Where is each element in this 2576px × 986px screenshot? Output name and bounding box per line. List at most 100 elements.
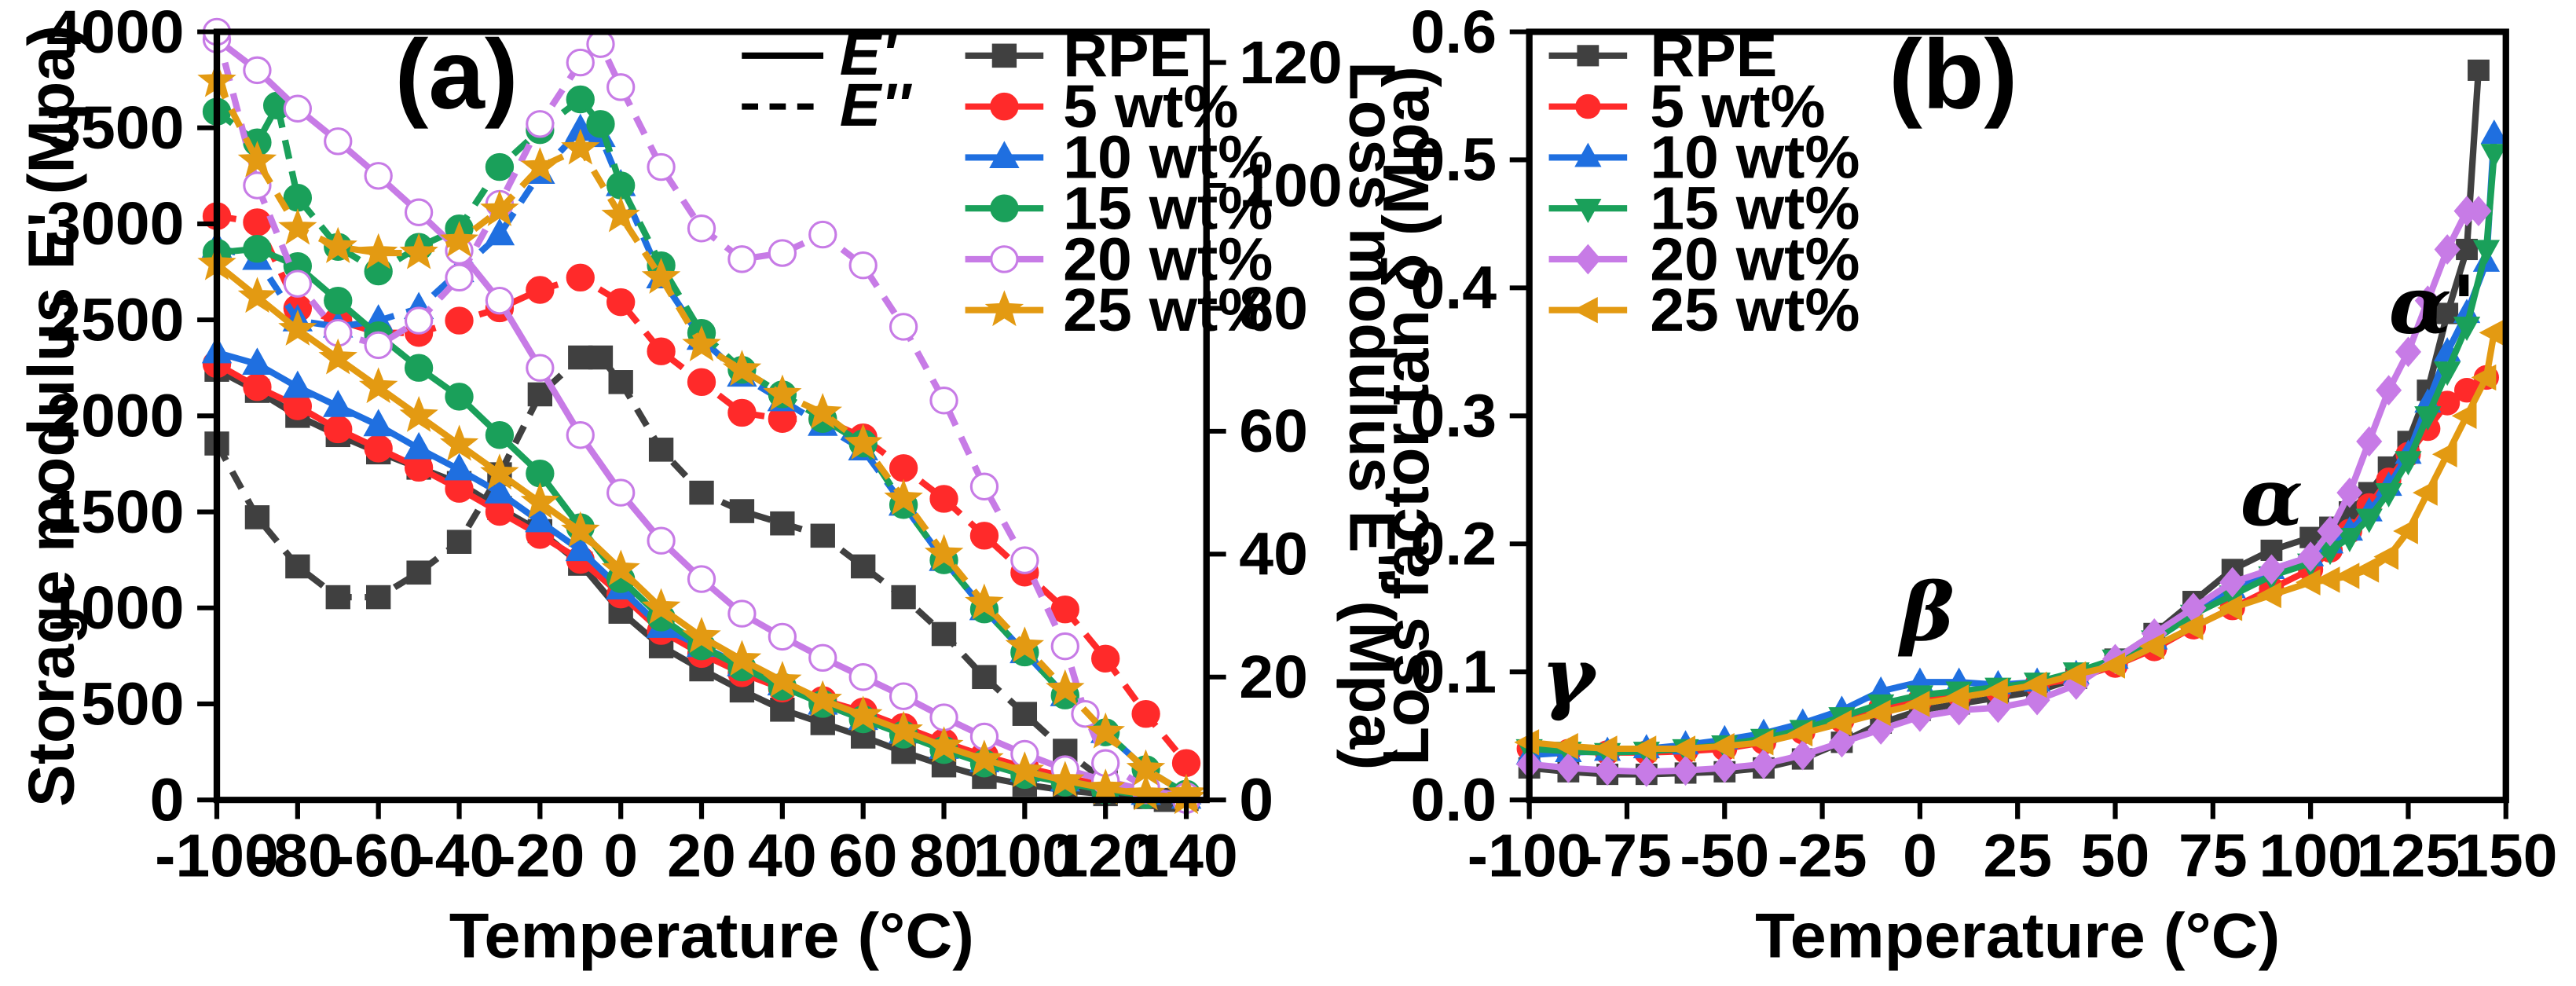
panel-b-point: [1633, 756, 1660, 787]
panel-a-storage-point: [808, 643, 837, 673]
panel-a-loss-point: [682, 325, 721, 361]
panel-a-loss-point: [606, 73, 636, 101]
panel-a-loss-point: [283, 183, 313, 212]
panel-b-point: [1904, 691, 1930, 717]
panel-a-loss-point: [520, 147, 560, 184]
panel-b-y-tick-label: 0.4: [1411, 254, 1497, 322]
panel-b-annotation: α': [2389, 259, 2477, 352]
panel-a-loss-point: [404, 306, 434, 335]
panel-b-x-tick-label: -75: [1582, 821, 1672, 889]
panel-a-loss-point: [729, 499, 755, 523]
panel-a-legend-label-25-wt: 25 wt%: [1063, 276, 1273, 344]
panel-a-storage-point: [565, 533, 595, 562]
panel-b-point: [2414, 285, 2441, 317]
panel-a-storage-point: [324, 286, 353, 315]
panel-a-loss-point: [566, 48, 595, 77]
panel-a-loss-point: [399, 233, 438, 269]
panel-a-storage-point: [484, 476, 515, 504]
panel-b-point: [1711, 753, 1738, 783]
panel-a-legend-label-dashed: E'': [840, 71, 913, 139]
panel-a-loss-point: [526, 110, 555, 138]
panel-a-storage-point: [358, 367, 398, 404]
panel-a-x-tick-label: 100: [973, 821, 1077, 889]
panel-a-x-tick-label: 80: [910, 821, 979, 889]
panel-a-loss-point: [526, 276, 555, 304]
panel-a-loss-point: [566, 263, 595, 292]
panel-a-storage-point: [810, 711, 835, 735]
panel-b-annotation: γ: [1541, 630, 1599, 723]
panel-b-legend-label-5-wt: 5 wt%: [1650, 72, 1825, 141]
panel-a-legend-marker-25-wt: [984, 290, 1024, 327]
panel-b-point: [1750, 749, 1777, 779]
panel-a-loss-point: [485, 152, 515, 181]
panel-a-loss-point: [359, 233, 398, 269]
panel-a-loss-point: [889, 454, 918, 482]
panel-a-loss-point: [1086, 712, 1126, 749]
panel-b-legend-label-10-wt: 10 wt%: [1650, 123, 1860, 192]
panel-a-loss-point: [1131, 699, 1160, 728]
panel-a-y-right-tick-label: 0: [1239, 765, 1273, 834]
panel-a-loss-point: [763, 374, 802, 411]
panel-b-point: [2061, 661, 2087, 688]
panel-b-legend-marker-15-wt: [1574, 199, 1602, 223]
panel-a-loss-point: [648, 438, 674, 462]
panel-b-point: [2297, 541, 2324, 572]
panel-a-loss-point: [366, 585, 391, 610]
panel-a-loss-point: [929, 387, 958, 415]
panel-b-y-tick-label: 0.6: [1411, 0, 1497, 66]
panel-a-y-right-tick-label: 100: [1239, 151, 1343, 219]
panel-a-loss-point: [588, 345, 614, 370]
panel-a-storage-point: [364, 162, 393, 190]
panel-a-storage-point: [278, 310, 317, 346]
panel-a-y-left-tick-label: 2000: [46, 382, 184, 450]
panel-b-point: [1790, 739, 1816, 771]
panel-b-point: [1827, 709, 1852, 737]
panel-a-loss-point: [1010, 546, 1039, 574]
panel-a-storage-point: [641, 588, 681, 625]
panel-a-y-left-tick-label: 3000: [46, 189, 184, 258]
panel-a-loss-point: [1050, 595, 1079, 624]
panel-b-point: [2480, 119, 2508, 144]
panel-a-storage-point: [404, 198, 434, 226]
panel-b-point: [2451, 402, 2477, 430]
panel-a-storage-point: [1005, 751, 1045, 787]
panel-b-point: [2471, 364, 2497, 391]
panel-a-y-right-tick-label: 20: [1239, 643, 1308, 711]
panel-a-loss-point: [641, 258, 681, 294]
panel-a-loss-point: [601, 196, 640, 233]
panel-b-point: [1983, 677, 2008, 705]
panel-b-point: [1709, 733, 1735, 760]
panel-b-point: [2465, 196, 2492, 226]
panel-b-point: [2453, 317, 2481, 342]
panel-a-loss-point: [446, 530, 472, 554]
panel-b-point: [2178, 614, 2204, 640]
panel-a-loss-point: [606, 171, 636, 200]
panel-a-y-right-tick-label: 80: [1239, 274, 1308, 343]
panel-b-point: [2295, 569, 2321, 596]
panel-a-x-axis-title: Temperature (°C): [449, 900, 974, 971]
panel-b-annotation: α: [2241, 451, 2303, 544]
panel-a-loss-point: [848, 251, 878, 280]
panel-a-x-tick-label: 120: [1053, 821, 1157, 889]
panel-a-loss-point: [445, 306, 474, 335]
panel-a-storage-point: [242, 347, 273, 375]
panel-a-storage-point: [525, 504, 555, 533]
panel-a-storage-point: [606, 478, 636, 507]
panel-a-x-tick-label: 0: [603, 821, 638, 889]
panel-a-loss-point: [445, 263, 474, 292]
panel-a-loss-point: [647, 152, 676, 181]
panel-a-loss-point: [972, 665, 997, 690]
panel-a-legend-marker-15-wt: [990, 194, 1019, 222]
panel-a-storage-point: [526, 354, 555, 382]
panel-a-ticks: -100-80-60-40-20 0 20 40 60 80100120140050010…: [46, 0, 1343, 889]
panel-a-series: [197, 17, 1206, 815]
panel-a-loss-point: [278, 208, 317, 245]
panel-a-loss-point: [851, 554, 876, 579]
panel-a-loss-point: [237, 141, 277, 178]
panel-a-loss-point: [243, 208, 272, 236]
panel-a-loss-point: [566, 85, 595, 114]
panel-b-point: [2395, 336, 2422, 368]
panel-b-point: [2354, 556, 2380, 583]
panel-a-storage-point: [324, 127, 353, 156]
panel-a-loss-point: [931, 621, 957, 647]
